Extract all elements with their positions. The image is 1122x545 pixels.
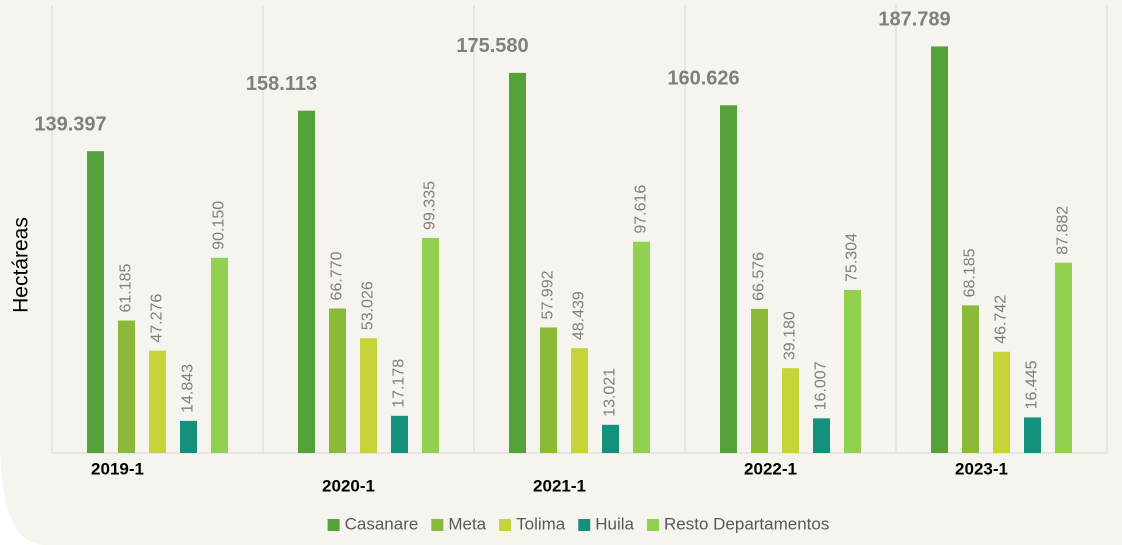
legend-swatch (499, 519, 512, 531)
x-tick-label: 2022-1 (744, 459, 797, 478)
legend-label: Tolima (516, 514, 566, 533)
bar (962, 305, 979, 453)
bar (149, 350, 166, 453)
bar (391, 415, 408, 453)
data-label: 13.021 (602, 368, 619, 417)
data-label: 47.276 (149, 294, 166, 343)
bar (540, 327, 557, 453)
bar (844, 289, 861, 453)
bar (329, 308, 346, 453)
legend-label: Resto Departamentos (664, 514, 829, 533)
legend-swatch (327, 519, 340, 531)
data-label: 17.178 (391, 359, 408, 408)
data-label: 87.882 (1055, 206, 1072, 255)
data-label: 14.843 (180, 364, 197, 413)
legend-label: Meta (448, 514, 486, 533)
data-label: 48.439 (571, 291, 588, 340)
data-label: 187.789 (878, 9, 950, 31)
bar (782, 368, 799, 453)
data-label: 61.185 (118, 263, 135, 312)
data-label: 57.992 (540, 270, 557, 319)
legend-swatch (647, 519, 660, 531)
data-label: 66.770 (329, 251, 346, 300)
bar (360, 338, 377, 453)
data-label: 99.335 (422, 181, 439, 230)
data-label: 90.150 (211, 201, 228, 250)
data-label: 139.397 (34, 113, 106, 135)
bar (571, 348, 588, 453)
bar (180, 420, 197, 453)
x-tick-label: 2021-1 (533, 476, 586, 495)
bar (1055, 262, 1072, 453)
data-label: 16.445 (1024, 360, 1041, 409)
data-label: 158.113 (246, 73, 317, 95)
data-label: 53.026 (360, 281, 377, 330)
data-label: 46.742 (993, 295, 1010, 344)
data-label: 75.304 (844, 233, 861, 282)
bar (720, 105, 737, 453)
x-tick-label: 2023-1 (955, 459, 1008, 478)
bar (422, 237, 439, 453)
data-label: 175.580 (456, 35, 528, 57)
bar (993, 351, 1010, 453)
bar (813, 418, 830, 453)
bar (211, 257, 228, 453)
legend-label: Huila (595, 514, 634, 533)
y-axis-title: Hectáreas (10, 217, 33, 313)
x-tick-label: 2019-1 (91, 459, 144, 478)
data-label: 66.576 (751, 252, 768, 301)
bar (602, 424, 619, 453)
data-label: 39.180 (782, 311, 799, 360)
bar (118, 320, 135, 453)
bar (1024, 417, 1041, 453)
bar (633, 241, 650, 453)
legend-swatch (578, 519, 591, 531)
data-label: 160.626 (667, 68, 739, 90)
bar (87, 151, 104, 453)
data-label: 97.616 (633, 185, 650, 234)
x-tick-label: 2020-1 (322, 476, 375, 495)
data-label: 16.007 (813, 361, 830, 410)
bar (751, 308, 768, 453)
bar (931, 46, 948, 453)
data-label: 68.185 (962, 248, 979, 297)
legend-swatch (431, 519, 444, 531)
bar (298, 110, 315, 453)
bar (509, 72, 526, 454)
legend-label: Casanare (345, 514, 419, 533)
